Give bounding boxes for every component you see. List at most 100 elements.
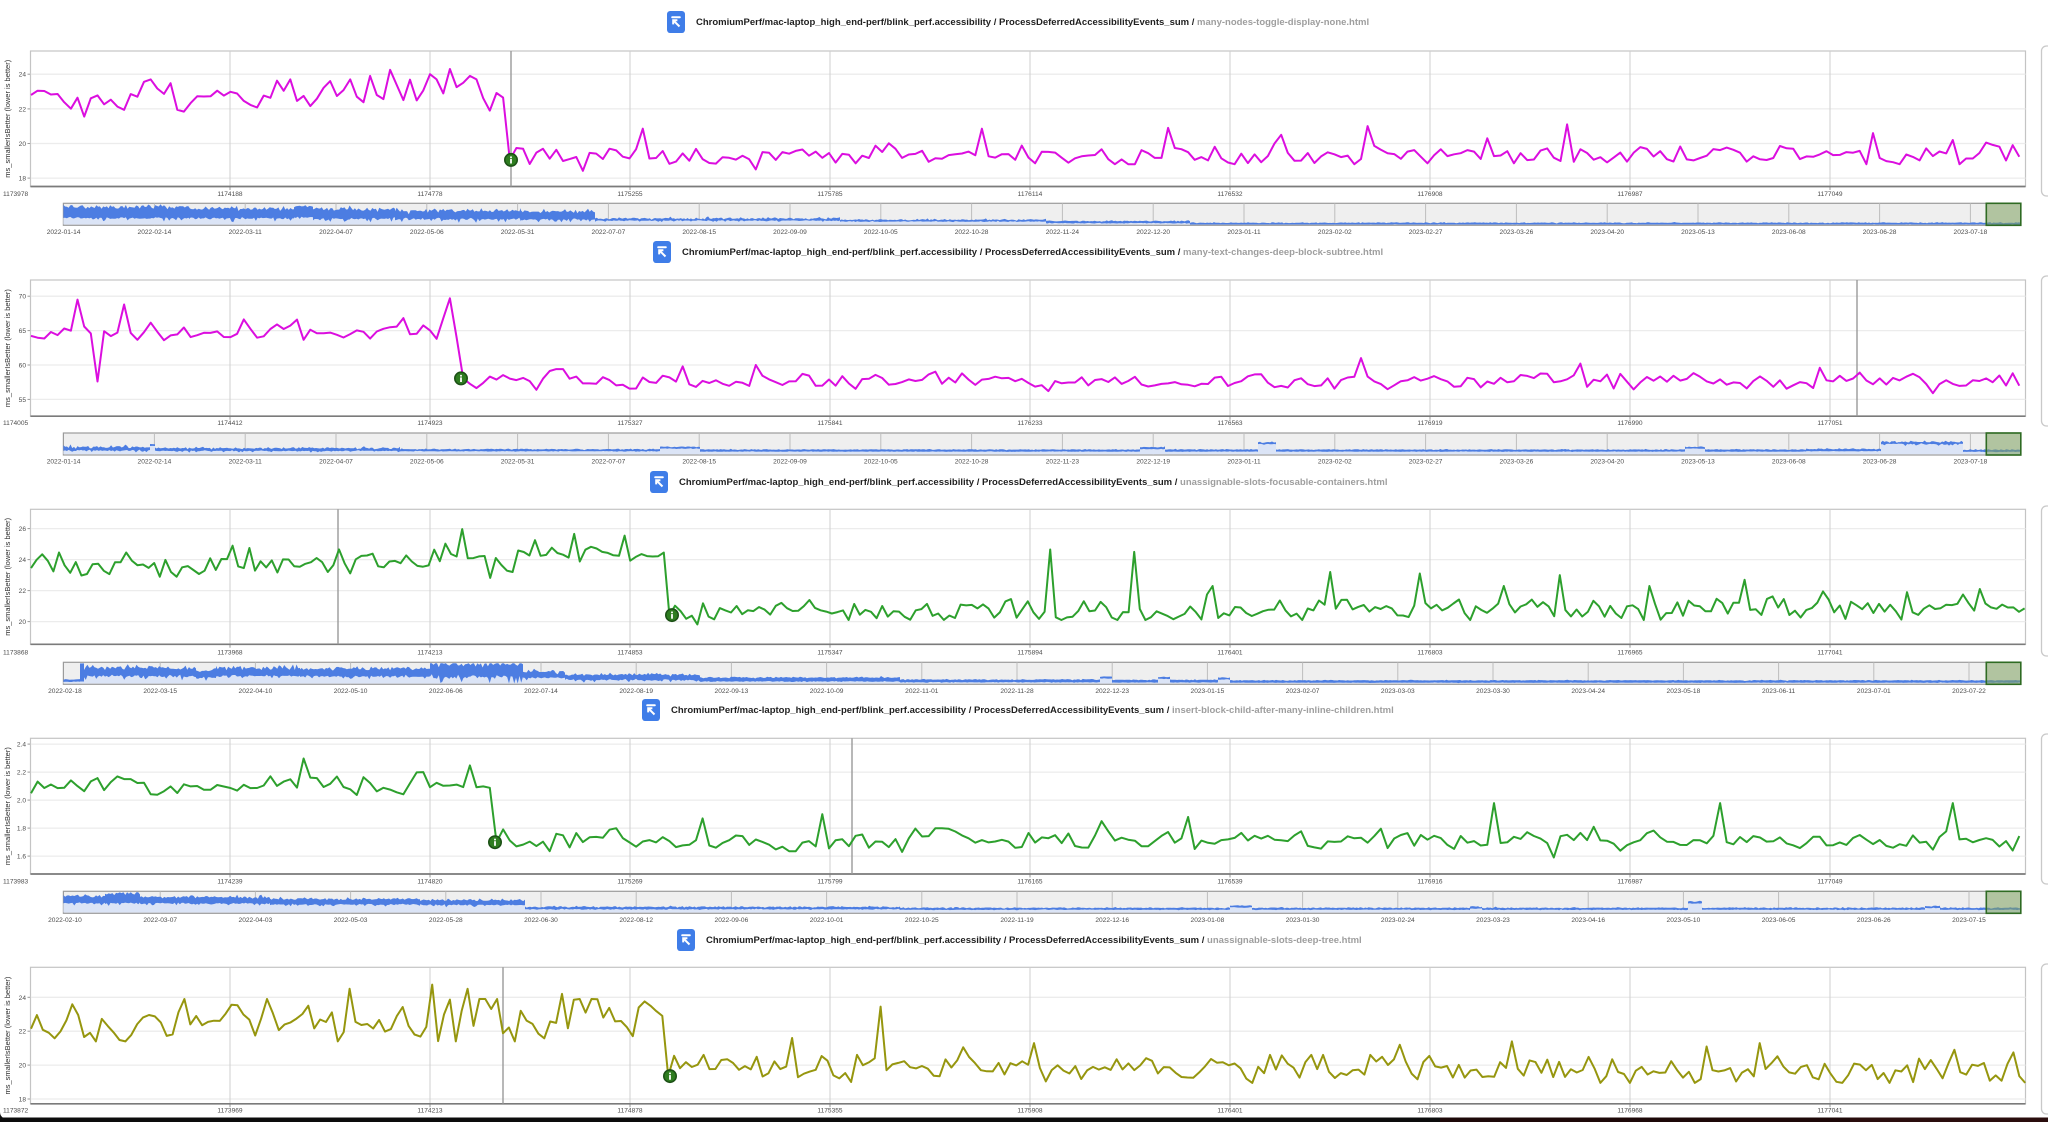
svg-text:2022-05-06: 2022-05-06 — [410, 459, 444, 466]
svg-text:2023-05-10: 2023-05-10 — [1667, 917, 1701, 924]
svg-text:2023-07-18: 2023-07-18 — [1954, 459, 1988, 466]
svg-text:2022-09-09: 2022-09-09 — [773, 229, 807, 236]
svg-text:1175799: 1175799 — [817, 878, 843, 885]
svg-text:2022-03-07: 2022-03-07 — [143, 917, 177, 924]
svg-text:2023-06-08: 2023-06-08 — [1772, 459, 1806, 466]
svg-text:1175255: 1175255 — [617, 191, 643, 198]
svg-text:2.4: 2.4 — [17, 742, 26, 749]
svg-text:2022-04-10: 2022-04-10 — [239, 688, 273, 695]
svg-text:1175908: 1175908 — [1017, 1107, 1043, 1114]
svg-text:1.8: 1.8 — [17, 826, 26, 833]
svg-text:70: 70 — [19, 294, 27, 301]
svg-text:1175355: 1175355 — [817, 1107, 843, 1114]
svg-text:2023-02-27: 2023-02-27 — [1409, 459, 1443, 466]
svg-text:2022-04-07: 2022-04-07 — [319, 459, 353, 466]
svg-text:2023-02-02: 2023-02-02 — [1318, 229, 1352, 236]
svg-text:ms_smallerIsBetter (lower is b: ms_smallerIsBetter (lower is better) — [3, 517, 12, 635]
svg-text:2023-05-18: 2023-05-18 — [1667, 688, 1701, 695]
svg-text:2023-01-11: 2023-01-11 — [1227, 229, 1261, 236]
svg-text:2023-04-16: 2023-04-16 — [1571, 917, 1605, 924]
svg-text:20: 20 — [19, 1063, 27, 1070]
svg-text:1176987: 1176987 — [1617, 878, 1643, 885]
svg-text:1175894: 1175894 — [1017, 649, 1043, 656]
svg-text:2023-05-13: 2023-05-13 — [1681, 229, 1715, 236]
svg-text:2023-03-26: 2023-03-26 — [1500, 459, 1534, 466]
svg-text:1173968: 1173968 — [217, 649, 243, 656]
svg-text:2023-03-23: 2023-03-23 — [1476, 917, 1510, 924]
svg-text:2022-05-03: 2022-05-03 — [334, 917, 368, 924]
svg-text:2022-10-28: 2022-10-28 — [955, 229, 989, 236]
svg-text:1176919: 1176919 — [1417, 420, 1443, 427]
svg-text:1174239: 1174239 — [217, 878, 243, 885]
svg-text:ms_smallerIsBetter (lower is b: ms_smallerIsBetter (lower is better) — [3, 59, 12, 177]
svg-text:2022-06-06: 2022-06-06 — [429, 688, 463, 695]
svg-text:2023-07-22: 2023-07-22 — [1952, 688, 1986, 695]
svg-text:2022-10-09: 2022-10-09 — [810, 688, 844, 695]
svg-text:2.0: 2.0 — [17, 798, 26, 805]
svg-text:2022-10-01: 2022-10-01 — [810, 917, 844, 924]
svg-text:2023-06-11: 2023-06-11 — [1762, 688, 1796, 695]
svg-text:24: 24 — [19, 995, 27, 1002]
svg-text:22: 22 — [19, 588, 27, 595]
svg-text:2022-12-19: 2022-12-19 — [1136, 459, 1170, 466]
svg-text:ms_smallerIsBetter (lower is b: ms_smallerIsBetter (lower is better) — [3, 976, 12, 1094]
svg-text:1176803: 1176803 — [1417, 1107, 1443, 1114]
svg-text:1173872: 1173872 — [3, 1107, 29, 1114]
svg-text:1176908: 1176908 — [1417, 191, 1443, 198]
svg-text:65: 65 — [19, 328, 27, 335]
svg-text:1177049: 1177049 — [1817, 878, 1843, 885]
svg-text:1176968: 1176968 — [1617, 1107, 1643, 1114]
svg-text:2022-10-28: 2022-10-28 — [955, 459, 989, 466]
svg-text:1174213: 1174213 — [417, 649, 443, 656]
svg-text:2023-01-08: 2023-01-08 — [1191, 917, 1225, 924]
svg-text:2023-06-28: 2023-06-28 — [1863, 229, 1897, 236]
svg-text:1174213: 1174213 — [417, 1107, 443, 1114]
svg-text:1176965: 1176965 — [1617, 649, 1643, 656]
svg-text:2022-04-03: 2022-04-03 — [239, 917, 273, 924]
svg-text:26: 26 — [19, 526, 27, 533]
svg-text:2022-07-07: 2022-07-07 — [592, 229, 626, 236]
svg-text:1175785: 1175785 — [817, 191, 843, 198]
svg-text:2022-08-15: 2022-08-15 — [682, 229, 716, 236]
svg-text:2022-05-28: 2022-05-28 — [429, 917, 463, 924]
svg-text:2022-05-31: 2022-05-31 — [501, 459, 535, 466]
svg-text:20: 20 — [19, 619, 27, 626]
svg-text:2023-03-03: 2023-03-03 — [1381, 688, 1415, 695]
svg-text:1176803: 1176803 — [1417, 649, 1443, 656]
svg-text:2022-11-19: 2022-11-19 — [1000, 917, 1034, 924]
svg-text:2022-03-15: 2022-03-15 — [143, 688, 177, 695]
svg-text:1174412: 1174412 — [217, 420, 243, 427]
svg-text:2022-08-12: 2022-08-12 — [619, 917, 653, 924]
svg-text:22: 22 — [19, 1029, 27, 1036]
svg-text:1175347: 1175347 — [817, 649, 843, 656]
svg-text:2022-07-07: 2022-07-07 — [592, 459, 626, 466]
svg-text:ms_smallerIsBetter (lower is b: ms_smallerIsBetter (lower is better) — [3, 289, 12, 407]
svg-text:2022-02-18: 2022-02-18 — [48, 688, 82, 695]
svg-text:2023-03-30: 2023-03-30 — [1476, 688, 1510, 695]
svg-text:2022-10-05: 2022-10-05 — [864, 229, 898, 236]
svg-text:2022-11-28: 2022-11-28 — [1000, 688, 1034, 695]
svg-text:18: 18 — [19, 176, 27, 183]
svg-text:2022-03-11: 2022-03-11 — [229, 459, 263, 466]
svg-text:2022-12-16: 2022-12-16 — [1095, 917, 1129, 924]
svg-text:24: 24 — [19, 72, 27, 79]
svg-text:2022-05-31: 2022-05-31 — [501, 229, 535, 236]
svg-text:1173868: 1173868 — [3, 649, 29, 656]
svg-text:2022-12-23: 2022-12-23 — [1095, 688, 1129, 695]
svg-text:1176990: 1176990 — [1617, 420, 1643, 427]
svg-text:1176532: 1176532 — [1217, 191, 1243, 198]
svg-text:1177041: 1177041 — [1817, 1107, 1843, 1114]
svg-text:2022-01-14: 2022-01-14 — [47, 229, 81, 236]
svg-text:2023-06-08: 2023-06-08 — [1772, 229, 1806, 236]
svg-text:1174188: 1174188 — [217, 191, 243, 198]
svg-text:2023-06-05: 2023-06-05 — [1762, 917, 1796, 924]
svg-text:1176916: 1176916 — [1417, 878, 1443, 885]
svg-text:24: 24 — [19, 557, 27, 564]
svg-text:2022-11-24: 2022-11-24 — [1046, 229, 1080, 236]
svg-text:2022-09-13: 2022-09-13 — [715, 688, 749, 695]
svg-text:ms_smallerIsBetter (lower is b: ms_smallerIsBetter (lower is better) — [3, 747, 12, 865]
svg-text:2023-03-26: 2023-03-26 — [1500, 229, 1534, 236]
svg-text:1176401: 1176401 — [1217, 1107, 1243, 1114]
svg-text:1177041: 1177041 — [1817, 649, 1843, 656]
svg-text:2022-08-15: 2022-08-15 — [682, 459, 716, 466]
